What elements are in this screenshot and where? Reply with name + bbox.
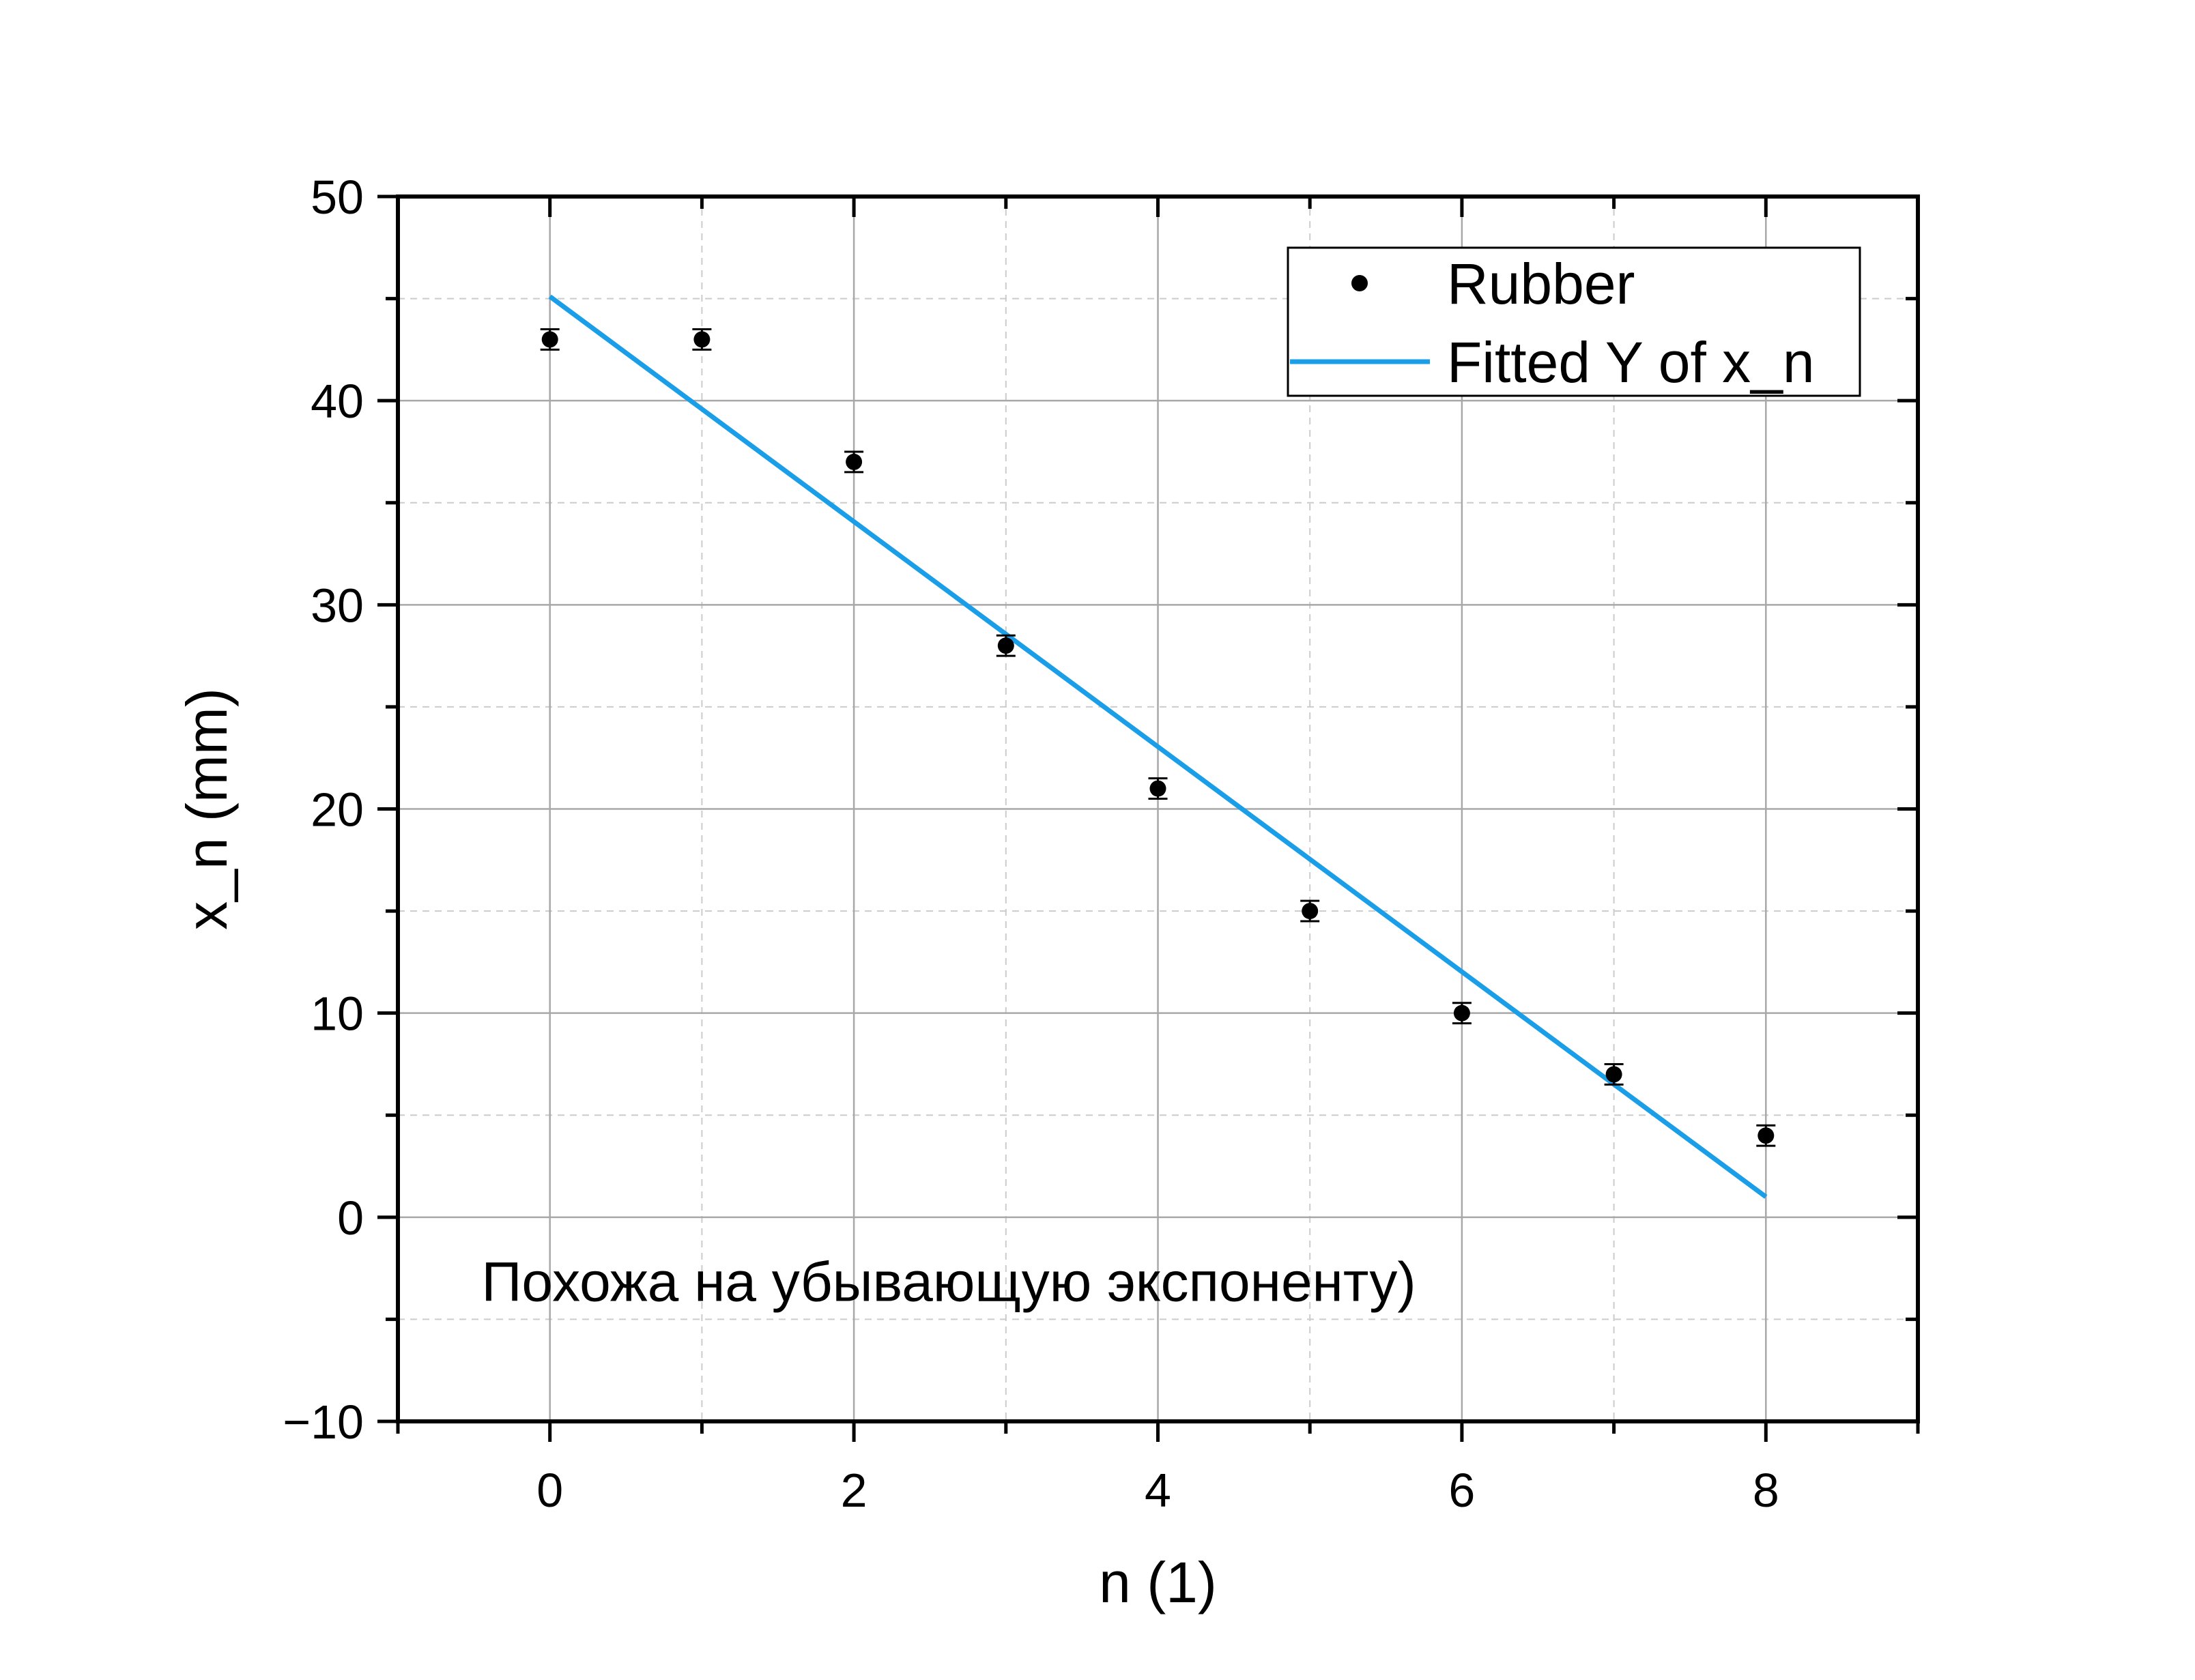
y-tick-label: 40 [311,375,364,428]
data-points-group [540,328,1776,1147]
y-tick-label: 30 [311,579,364,632]
x-tick-label: 2 [841,1464,867,1517]
axis-ticks [377,194,1920,1442]
annotation-text: Похожа на убывающую экспоненту) [481,1251,1416,1313]
axis-tick-labels: 0 2 4 6 8 −10 0 10 20 30 40 50 [283,171,1779,1517]
data-point [1605,1066,1622,1083]
y-axis-title: x_n (mm) [175,688,239,930]
x-tick-label: 6 [1448,1464,1475,1517]
legend-label-fit: Fitted Y of x_n [1447,330,1815,394]
data-point [541,331,558,348]
data-point [846,453,863,470]
legend-label-rubber: Rubber [1447,252,1635,316]
data-point [1149,780,1166,797]
data-point [1302,903,1319,920]
major-gridlines [398,197,1918,1421]
x-tick-label: 4 [1145,1464,1171,1517]
legend-marker-rubber [1351,275,1368,291]
x-tick-label: 0 [536,1464,563,1517]
fit-line [548,294,1768,1199]
legend-box [1287,246,1861,397]
data-point [997,637,1014,654]
y-tick-label: 0 [337,1191,364,1245]
x-tick-label: 8 [1753,1464,1779,1517]
legend: Rubber Fitted Y of x_n [1287,246,1861,397]
data-point [1758,1127,1775,1144]
data-point [693,331,711,348]
data-point [1453,1004,1470,1022]
y-tick-label: 50 [311,171,364,224]
y-tick-label: −10 [283,1395,364,1449]
x-axis-title: n (1) [1099,1550,1217,1614]
y-tick-label: 20 [311,783,364,837]
fit-line-group [548,294,1768,1199]
y-tick-label: 10 [311,987,364,1041]
